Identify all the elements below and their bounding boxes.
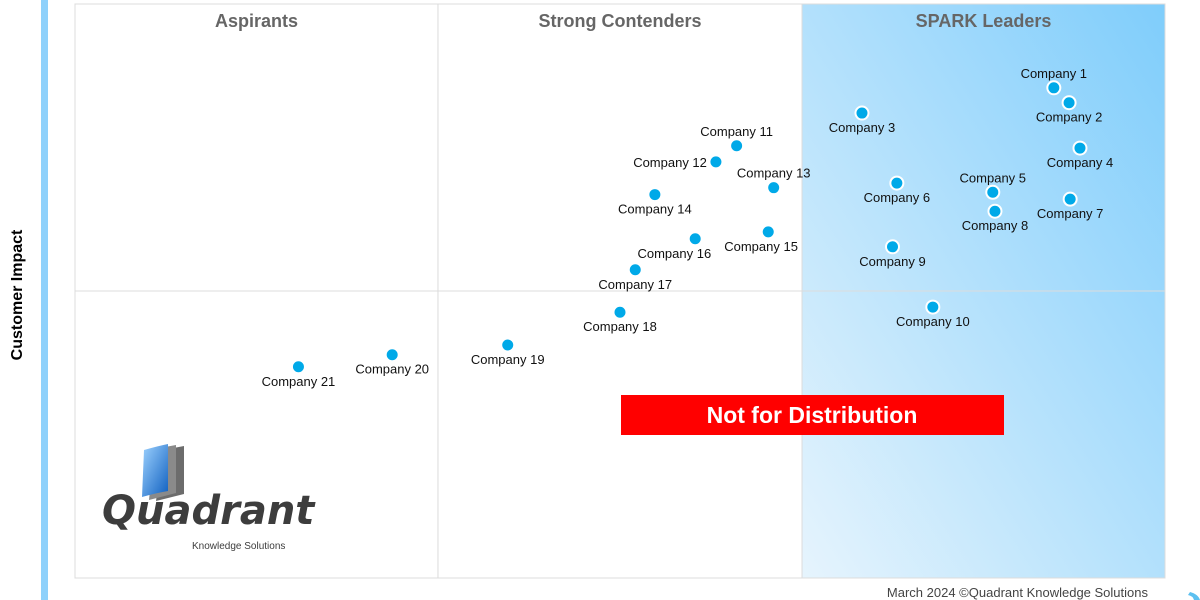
data-point[interactable] [885, 239, 900, 255]
data-point-label: Company 11 [700, 124, 773, 139]
data-point[interactable] [612, 304, 628, 320]
data-point[interactable] [500, 337, 516, 353]
data-point-label: Company 8 [962, 218, 1028, 233]
data-point-label: Company 9 [859, 254, 925, 269]
data-point-label: Company 10 [896, 314, 970, 329]
data-point-label: Company 16 [637, 246, 711, 261]
data-point[interactable] [987, 203, 1003, 219]
svg-text:Quadrant: Quadrant [102, 488, 316, 534]
watermark-text: Not for Distribution [707, 402, 918, 428]
data-point[interactable] [985, 184, 1001, 200]
data-point-label: Company 14 [618, 202, 692, 217]
next-arrow-icon[interactable] [1188, 592, 1200, 600]
data-point[interactable] [1061, 95, 1077, 111]
data-point[interactable] [647, 187, 663, 203]
data-point-label: Company 18 [583, 319, 657, 334]
data-point[interactable] [1072, 140, 1088, 156]
quadrant-title-aspirants: Aspirants [215, 11, 298, 31]
data-point[interactable] [627, 262, 643, 278]
data-point-label: Company 21 [262, 374, 336, 389]
data-point[interactable] [1046, 80, 1062, 96]
data-point[interactable] [708, 154, 724, 170]
footer-copyright: March 2024 ©Quadrant Knowledge Solutions [887, 585, 1149, 600]
data-point-label: Company 3 [829, 120, 895, 135]
data-point-label: Company 19 [471, 352, 545, 367]
data-point[interactable] [384, 347, 400, 363]
data-point[interactable] [290, 359, 306, 375]
data-point-label: Company 15 [724, 239, 798, 254]
data-point-label: Company 1 [1021, 66, 1087, 81]
data-point-label: Company 13 [737, 166, 811, 181]
svg-text:Knowledge Solutions: Knowledge Solutions [192, 541, 285, 552]
data-point-label: Company 2 [1036, 110, 1102, 125]
data-point-label: Company 17 [598, 277, 672, 292]
data-point[interactable] [760, 224, 776, 240]
quadrant-logo: Quadrant Knowledge Solutions [102, 444, 316, 552]
data-point[interactable] [1062, 191, 1078, 207]
data-point-label: Company 20 [355, 362, 429, 377]
data-point[interactable] [854, 105, 870, 121]
data-point[interactable] [687, 231, 703, 247]
data-point[interactable] [729, 138, 745, 154]
data-point-label: Company 4 [1047, 155, 1113, 170]
data-point[interactable] [889, 175, 905, 191]
quadrant-title-strong-contenders: Strong Contenders [538, 11, 701, 31]
y-axis-label: Customer Impact [9, 229, 26, 360]
data-point-label: Company 6 [864, 190, 930, 205]
data-point-label: Company 12 [633, 155, 707, 170]
data-point-label: Company 5 [960, 170, 1026, 185]
watermark-box [621, 395, 1004, 435]
data-point[interactable] [925, 299, 941, 315]
quadrant-title-spark-leaders: SPARK Leaders [916, 11, 1052, 31]
data-point-label: Company 7 [1037, 206, 1103, 221]
data-point[interactable] [766, 180, 782, 196]
left-accent-bar [41, 0, 48, 600]
